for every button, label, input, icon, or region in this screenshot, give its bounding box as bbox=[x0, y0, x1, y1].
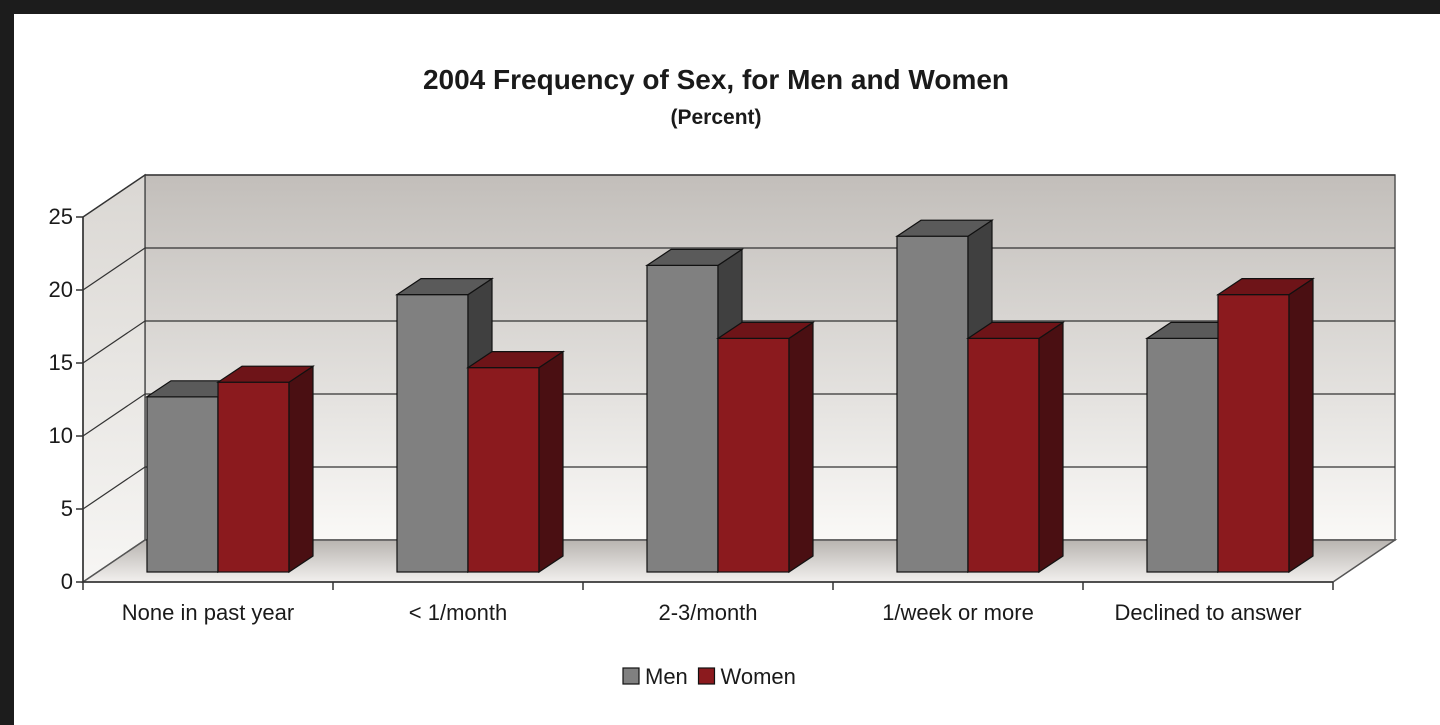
bar-women-1 bbox=[466, 350, 565, 574]
bar-front bbox=[217, 381, 290, 573]
y-tick-label: 20 bbox=[49, 277, 73, 302]
frame-border-top bbox=[0, 0, 1440, 14]
bar-women-3 bbox=[966, 321, 1065, 574]
gridline-side bbox=[82, 466, 146, 510]
gridline-side bbox=[82, 320, 146, 364]
gridline-side bbox=[82, 393, 146, 437]
bar-women-0 bbox=[216, 365, 315, 574]
gridline-side bbox=[82, 174, 146, 218]
bar-top bbox=[466, 351, 565, 369]
bars-group bbox=[145, 219, 1315, 574]
x-axis: None in past year < 1/month 2-3/month 1/wee… bbox=[82, 581, 1334, 625]
legend-label-men: Men bbox=[645, 664, 688, 689]
x-tick-label: 1/week or more bbox=[882, 600, 1034, 625]
y-tick-label: 5 bbox=[61, 496, 73, 521]
bar-women-4 bbox=[1216, 277, 1315, 574]
bar-side bbox=[288, 365, 314, 574]
y-tick-label: 0 bbox=[61, 569, 73, 594]
bar-front bbox=[717, 337, 790, 573]
bar-women-2 bbox=[716, 321, 815, 574]
y-axis: 0 5 10 15 20 25 bbox=[49, 204, 84, 594]
bar-front bbox=[146, 396, 219, 573]
bar-side bbox=[788, 321, 814, 574]
legend-swatch-women bbox=[697, 667, 716, 685]
chart-subtitle: (Percent) bbox=[670, 106, 761, 129]
bar-front bbox=[467, 367, 540, 573]
bar-front bbox=[396, 294, 469, 573]
bar-top bbox=[395, 278, 494, 296]
legend: Men Women bbox=[622, 664, 796, 689]
bar-front bbox=[896, 235, 969, 573]
chart-title: 2004 Frequency of Sex, for Men and Women bbox=[423, 64, 1009, 95]
bar-top bbox=[895, 219, 994, 237]
y-tick-label: 25 bbox=[49, 204, 73, 229]
bar-top bbox=[645, 248, 744, 266]
y-tick-label: 15 bbox=[49, 350, 73, 375]
y-tick-label: 10 bbox=[49, 423, 73, 448]
bar-front bbox=[967, 337, 1040, 573]
bar-front bbox=[1146, 337, 1219, 573]
bar-front bbox=[1217, 294, 1290, 573]
frame-border-left bbox=[0, 0, 14, 725]
bar-top bbox=[1216, 278, 1315, 296]
side-wall bbox=[82, 173, 146, 584]
bar-top bbox=[216, 365, 315, 383]
bar-side bbox=[538, 350, 564, 574]
bar-top bbox=[966, 321, 1065, 339]
legend-swatch-men bbox=[622, 667, 640, 685]
x-tick-label: < 1/month bbox=[409, 600, 507, 625]
bar-top bbox=[716, 321, 815, 339]
x-tick-label: 2-3/month bbox=[658, 600, 757, 625]
legend-label-women: Women bbox=[721, 664, 796, 689]
gridline-side bbox=[82, 247, 146, 291]
x-tick-label: None in past year bbox=[122, 600, 294, 625]
bar-side bbox=[1038, 321, 1064, 574]
bar-side bbox=[1288, 277, 1314, 574]
x-tick-label: Declined to answer bbox=[1114, 600, 1301, 625]
bar-front bbox=[646, 264, 719, 573]
